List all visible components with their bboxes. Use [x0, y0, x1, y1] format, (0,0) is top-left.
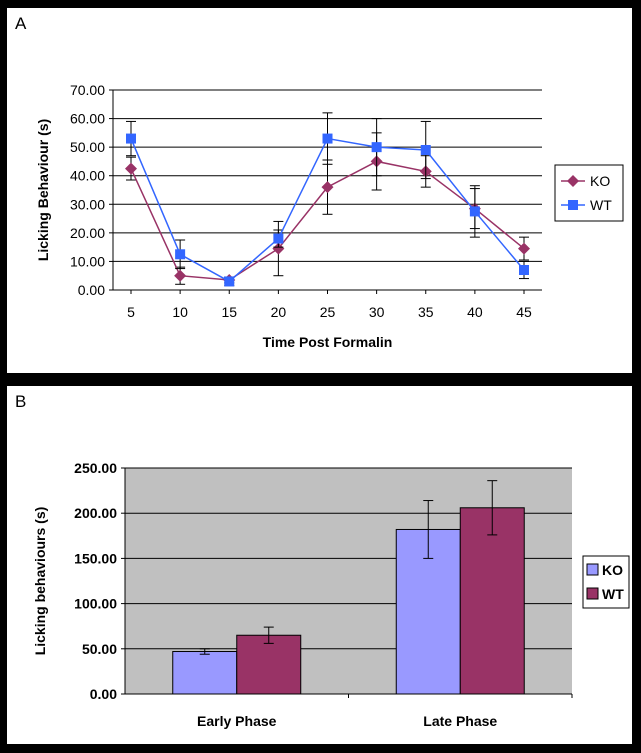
y-tick-label: 70.00 [70, 82, 105, 98]
legend-label-wt: WT [590, 197, 612, 213]
data-point-wt [519, 265, 529, 275]
bar-wt [236, 634, 302, 695]
y-tick-label: 0.00 [90, 686, 117, 702]
data-point-wt [322, 133, 333, 144]
data-point-ko [518, 242, 530, 255]
data-point-ko [125, 162, 137, 175]
x-tick-label: 15 [221, 304, 237, 320]
data-point-ko [272, 242, 285, 255]
y-tick-label: 40.00 [70, 168, 105, 184]
x-tick-label: 30 [369, 304, 385, 320]
y-tick-label: 10.00 [70, 253, 105, 269]
panel-b: B 0.00 50.00 100.00 150.00 200.00 250.00 Early… [7, 386, 632, 744]
y-tick-label: 50.00 [70, 139, 105, 155]
y-tick-label: 30.00 [70, 196, 105, 212]
x-tick-label: 10 [172, 304, 188, 320]
legend-swatch-ko [586, 563, 599, 576]
y-tick-label: 200.00 [74, 505, 117, 521]
data-point-wt [371, 142, 382, 153]
data-point-wt [175, 249, 186, 260]
legend-label-ko: KO [602, 562, 623, 578]
data-point-ko [174, 269, 187, 282]
data-point-wt [224, 276, 235, 287]
data-point-ko [321, 181, 334, 194]
bar-wt [459, 507, 525, 695]
x-category-label: Early Phase [197, 713, 277, 729]
y-tick-label: 60.00 [70, 111, 105, 127]
y-tick-label: 150.00 [74, 550, 117, 566]
legend-marker-wt [568, 200, 578, 210]
y-axis-title: Licking Behaviour (s) [35, 119, 51, 261]
bar-ko [172, 651, 238, 695]
legend-swatch-wt [586, 587, 599, 600]
x-tick-label: 20 [271, 304, 287, 320]
line-chart-svg: 0.00 10.00 20.00 30.00 40.00 50.00 60.00 70.00 5… [35, 82, 624, 350]
bar-chart-svg: 0.00 50.00 100.00 150.00 200.00 250.00 Early P… [32, 460, 630, 729]
panel-b-label: B [15, 392, 27, 411]
y-tick-label: 250.00 [74, 460, 117, 476]
x-axis-title: Time Post Formalin [263, 334, 393, 350]
x-tick-label: 40 [467, 304, 483, 320]
y-tick-label: 100.00 [74, 596, 117, 612]
x-tick-label: 25 [320, 304, 336, 320]
x-tick-label: 45 [516, 304, 532, 320]
legend-label-wt: WT [602, 586, 624, 602]
y-tick-label: 50.00 [82, 641, 117, 657]
legend-marker-ko [567, 175, 579, 187]
x-category-label: Late Phase [423, 713, 497, 729]
x-tick-label: 35 [418, 304, 434, 320]
y-tick-label: 20.00 [70, 225, 105, 241]
data-point-wt [469, 206, 480, 217]
legend-label-ko: KO [590, 173, 610, 189]
data-point-wt [420, 145, 431, 155]
y-axis-title: Licking behaviours (s) [32, 507, 48, 656]
panel-a-label: A [15, 14, 27, 33]
legend-box [554, 164, 624, 222]
x-tick-label: 5 [127, 304, 135, 320]
y-tick-label: 0.00 [78, 282, 105, 298]
panel-a: A 0.00 10.00 20.00 30.00 40.00 50.00 60.00 70.0… [7, 8, 632, 373]
data-point-wt [273, 233, 284, 244]
data-point-wt [126, 133, 136, 144]
